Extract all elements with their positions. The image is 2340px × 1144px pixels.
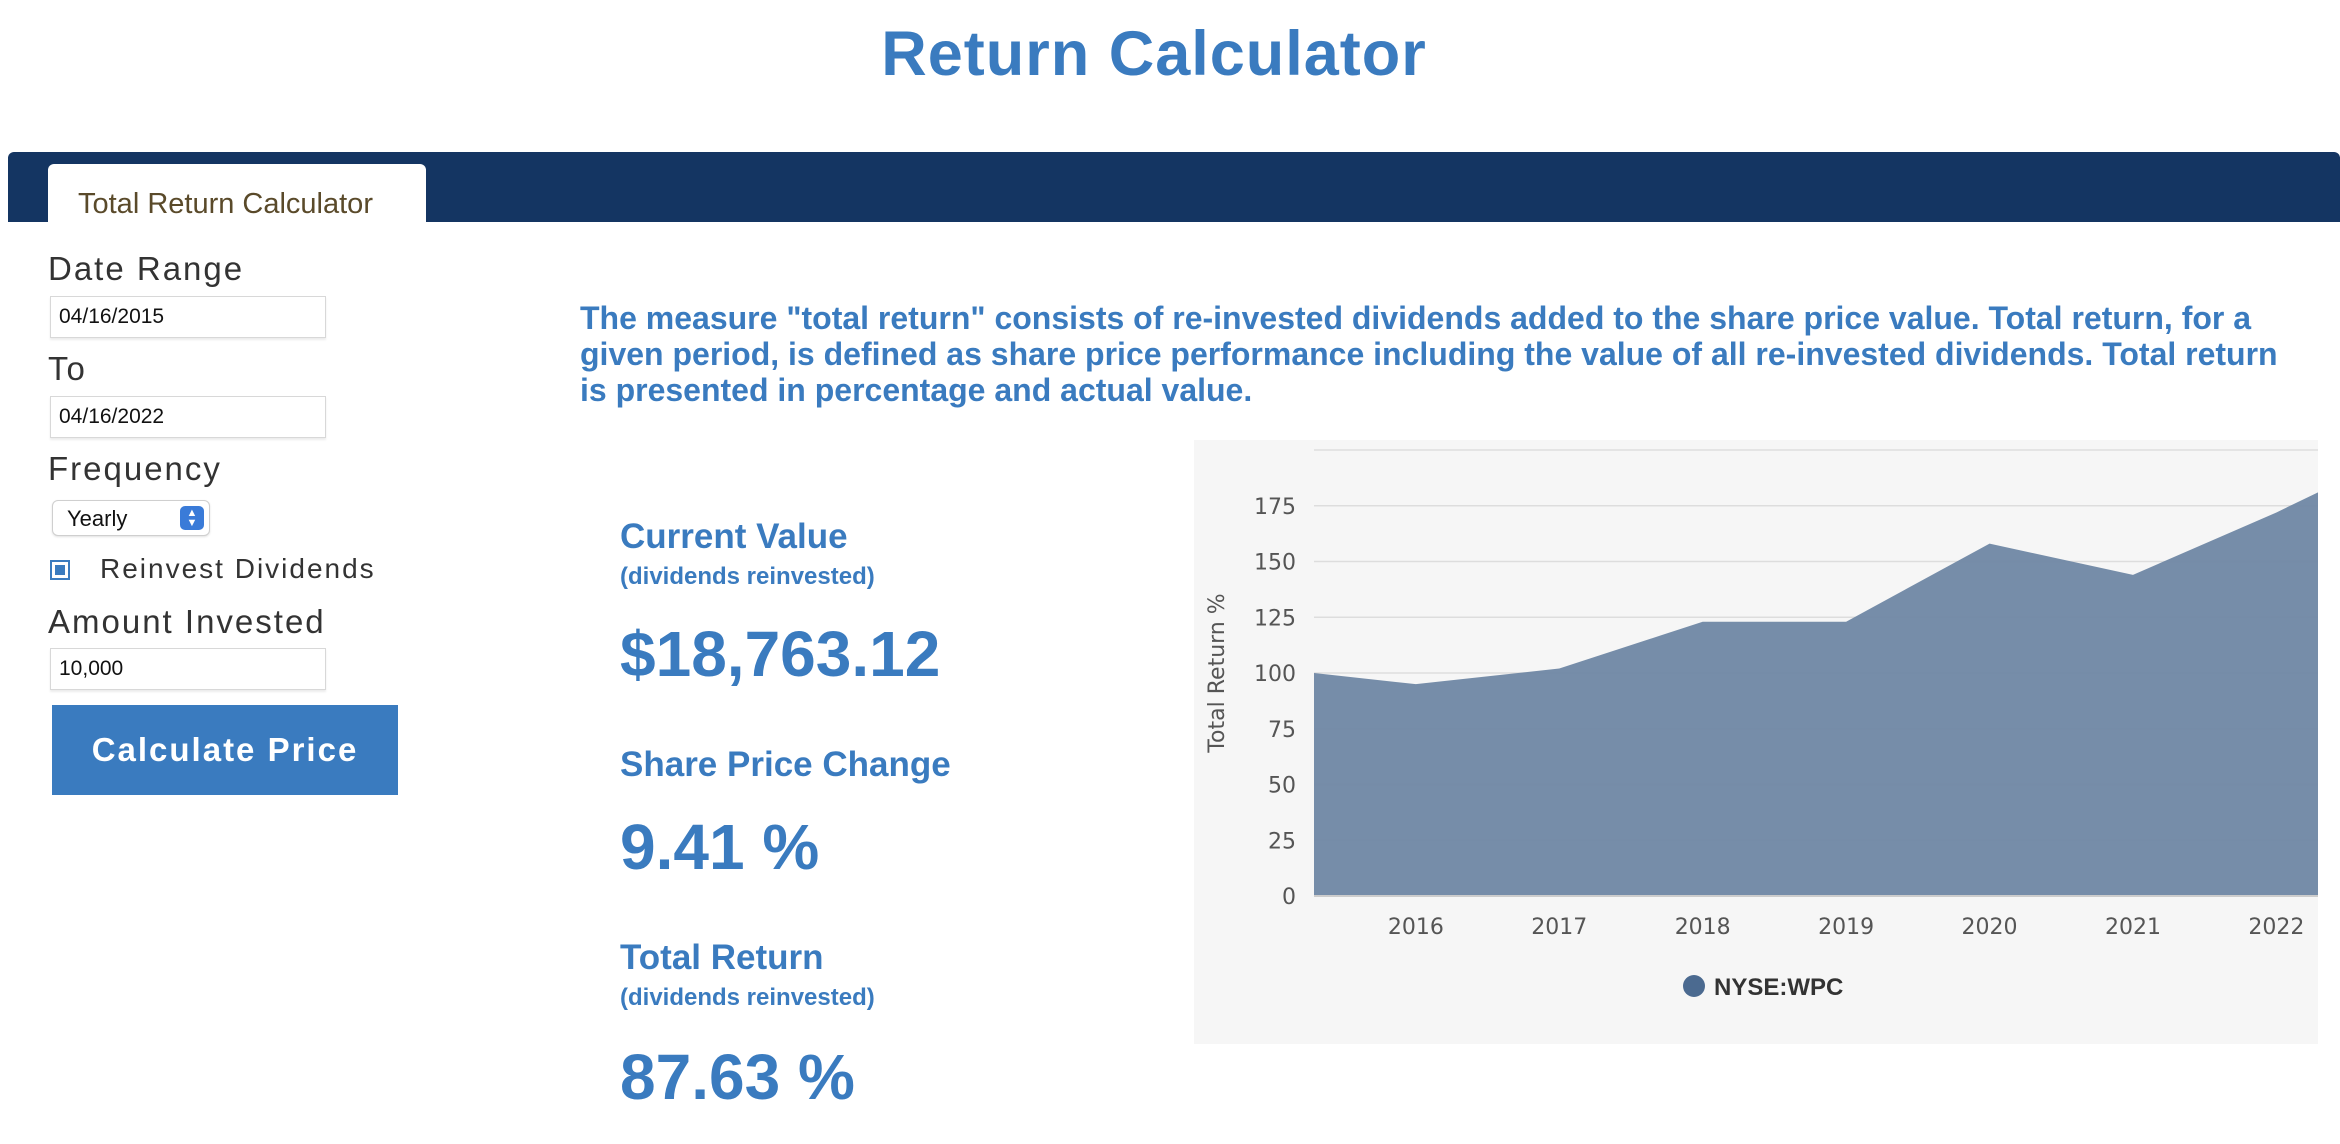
x-tick-label: 2020 [1962,915,2018,940]
frequency-select[interactable]: Yearly ▲ ▼ [52,500,210,536]
reinvest-dividends-checkbox[interactable] [50,560,70,580]
description-text: The measure "total return" consists of r… [580,300,2278,408]
current-value-title: Current Value [620,517,848,556]
select-arrows-icon: ▲ ▼ [180,506,204,530]
to-label: To [48,350,87,387]
share-price-change-value: 9.41 % [620,811,820,883]
tab-total-return-calculator[interactable]: Total Return Calculator [48,164,426,224]
y-tick-label: 150 [1254,551,1296,576]
share-price-change-title: Share Price Change [620,745,951,784]
area-series-nyse-wpc [1314,492,2318,896]
current-value: $18,763.12 [620,618,941,690]
y-tick-label: 175 [1254,495,1296,520]
x-tick-label: 2021 [2105,915,2161,940]
amount-invested-input[interactable] [50,648,326,690]
y-tick-label: 50 [1268,774,1296,799]
reinvest-dividends-label: Reinvest Dividends [100,553,376,584]
total-return-title: Total Return [620,938,824,977]
x-tick-label: 2022 [2248,915,2304,940]
end-date-input[interactable] [50,396,326,438]
total-return-subtitle: (dividends reinvested) [620,984,875,1011]
chart-svg: 0 25 50 75 100 125 150 175 2016 2017 2018 2019 2020… [1205,449,2318,1001]
frequency-select-value: Yearly [67,506,128,531]
calculate-price-button[interactable]: Calculate Price [52,705,398,795]
y-tick-label: 100 [1254,662,1296,687]
x-tick-label: 2017 [1531,915,1587,940]
start-date-input[interactable] [50,296,326,338]
total-return-value: 87.63 % [620,1041,855,1113]
y-tick-label: 0 [1282,885,1296,910]
current-value-subtitle: (dividends reinvested) [620,563,875,590]
legend-label[interactable]: NYSE:WPC [1714,974,1843,1001]
y-axis-title: Total Return % [1205,593,1230,753]
x-tick-label: 2018 [1675,915,1731,940]
y-tick-label: 75 [1268,718,1296,743]
page-title: Return Calculator [881,19,1427,89]
y-tick-label: 125 [1254,606,1296,631]
checkbox-check-icon [55,565,65,575]
amount-invested-label: Amount Invested [48,603,326,640]
legend-marker[interactable] [1683,975,1705,997]
y-tick-label: 25 [1268,829,1296,854]
total-return-chart: 0 25 50 75 100 125 150 175 2016 2017 2018 2019 2020… [1194,440,2318,1044]
x-tick-label: 2016 [1388,915,1444,940]
frequency-label: Frequency [48,450,222,487]
date-range-label: Date Range [48,250,245,287]
x-tick-label: 2019 [1818,915,1874,940]
